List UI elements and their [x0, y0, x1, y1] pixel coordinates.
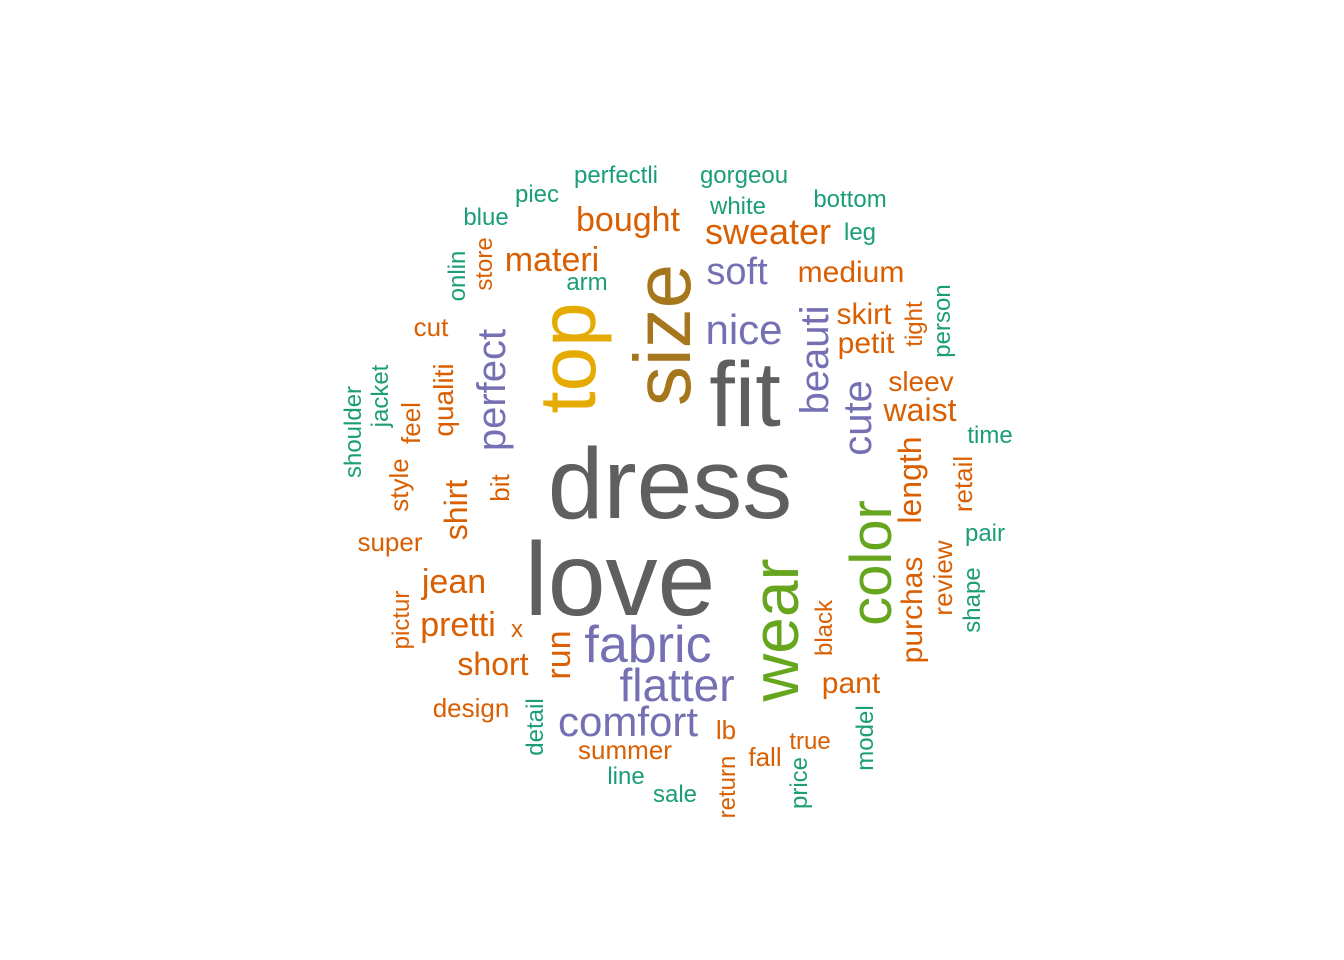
word-bought: bought	[576, 201, 680, 239]
word-shoulder: shoulder	[340, 385, 367, 479]
word-petit: petit	[837, 327, 895, 360]
word-size: size	[618, 263, 707, 407]
word-dress: dress	[547, 428, 793, 540]
word-time: time	[967, 422, 1013, 449]
word-fit: fit	[709, 344, 781, 446]
word-perfectli: perfectli	[573, 162, 659, 189]
word-x: x	[511, 616, 523, 643]
word-retail: retail	[948, 455, 978, 513]
word-perfect: perfect	[470, 328, 514, 452]
word-person: person	[929, 284, 956, 358]
word-model: model	[852, 705, 879, 771]
word-nice: nice	[705, 306, 783, 353]
word-comfort: comfort	[557, 698, 699, 745]
word-skirt: skirt	[836, 298, 892, 331]
word-soft: soft	[706, 251, 768, 293]
word-top: top	[523, 302, 612, 414]
word-gorgeou: gorgeou	[699, 162, 789, 189]
word-love: love	[524, 522, 716, 638]
word-shape: shape	[959, 567, 986, 633]
word-arm: arm	[566, 269, 608, 296]
word-jacket: jacket	[367, 364, 394, 428]
word-run: run	[540, 630, 578, 680]
word-review: review	[928, 540, 958, 616]
word-feel: feel	[396, 402, 426, 444]
word-bottom: bottom	[813, 186, 887, 213]
word-style: style	[384, 458, 414, 512]
word-black: black	[811, 599, 838, 657]
word-onlin: onlin	[444, 250, 471, 302]
word-lb: lb	[715, 715, 737, 745]
word-super: super	[357, 527, 423, 557]
word-fabric: fabric	[584, 616, 712, 674]
word-pictur: pictur	[388, 590, 415, 650]
word-jean: jean	[421, 563, 487, 601]
word-bit: bit	[485, 474, 515, 502]
word-tight: tight	[901, 301, 928, 347]
word-materi: materi	[504, 241, 600, 279]
word-store: store	[471, 237, 498, 291]
word-pair: pair	[964, 520, 1006, 547]
word-true: true	[789, 728, 831, 755]
word-cut: cut	[413, 312, 449, 342]
word-cute: cute	[836, 380, 880, 456]
word-purchas: purchas	[896, 556, 929, 664]
word-shirt: shirt	[438, 479, 474, 541]
word-fall: fall	[748, 742, 782, 772]
word-return: return	[714, 755, 741, 819]
word-design: design	[432, 693, 510, 723]
word-white: white	[709, 193, 767, 220]
word-sweater: sweater	[704, 211, 832, 252]
word-sleev: sleev	[888, 366, 954, 397]
word-wear: wear	[738, 558, 812, 702]
word-beauti: beauti	[793, 305, 837, 415]
word-sale: sale	[652, 781, 698, 808]
word-leg: leg	[843, 219, 877, 246]
word-waist: waist	[883, 392, 957, 428]
word-blue: blue	[463, 204, 509, 231]
word-pretti: pretti	[420, 606, 496, 644]
word-detail: detail	[522, 698, 549, 756]
word-line: line	[607, 763, 645, 790]
word-summer: summer	[578, 735, 672, 765]
word-qualiti: qualiti	[428, 363, 459, 437]
word-piec: piec	[514, 181, 560, 208]
word-length: length	[892, 436, 928, 524]
word-flatter: flatter	[619, 659, 735, 711]
word-pant: pant	[821, 667, 881, 700]
word-short: short	[457, 646, 529, 682]
word-price: price	[786, 756, 813, 810]
word-medium: medium	[797, 256, 905, 289]
